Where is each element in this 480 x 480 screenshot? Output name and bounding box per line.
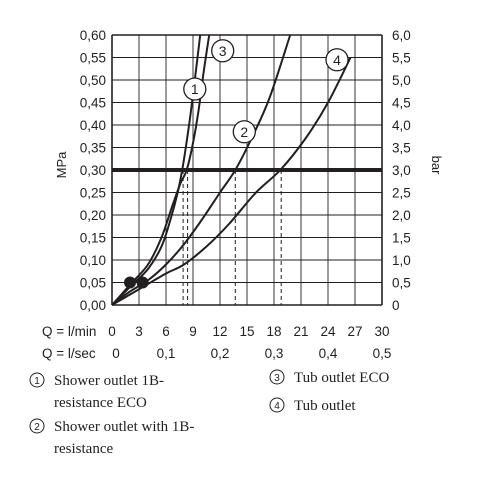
- series-label-circle-1: [183, 77, 207, 101]
- y-tick-label-right: 4,0: [392, 118, 411, 133]
- y-tick-label-right: 3,0: [392, 163, 411, 178]
- x-tick-label-l-per-min: 21: [293, 324, 308, 339]
- legend-circle-2: [29, 418, 45, 434]
- y-tick-label-left: 0,15: [80, 231, 106, 246]
- x-tick-label-l-per-min: 24: [320, 324, 336, 339]
- y-tick-label-left: 0,30: [80, 163, 106, 178]
- x-tick-label-l-per-min: 15: [239, 324, 254, 339]
- y-tick-label-right: 4,5: [392, 96, 411, 111]
- y-tick-label-right: 1,5: [392, 231, 411, 246]
- y-tick-label-left: 0,20: [80, 208, 106, 223]
- y-tick-label-right: 5,5: [392, 51, 411, 66]
- x-tick-label-l-per-sec: 0,3: [265, 346, 284, 361]
- x-tick-label-l-per-min: 12: [212, 324, 227, 339]
- legend: 1 Shower outlet 1B-resistance ECO 2 Shower …: [29, 369, 389, 457]
- x-axis-title-l-per-min: Q = l/min: [42, 324, 96, 339]
- y-tick-label-right: 1,0: [392, 253, 411, 268]
- y-tick-label-left: 0,60: [80, 28, 106, 43]
- legend-number-1: 1: [34, 376, 40, 387]
- legend-text-2: resistance: [54, 441, 113, 457]
- x-tick-label-l-per-sec: 0,1: [157, 346, 176, 361]
- y-tick-label-left: 0,35: [80, 141, 106, 156]
- x-tick-label-l-per-min: 30: [374, 324, 389, 339]
- y-tick-label-left: 0,25: [80, 186, 106, 201]
- x-tick-label-l-per-min: 6: [162, 324, 170, 339]
- y-tick-label-left: 0,05: [80, 276, 106, 291]
- series-label-number-2: 2: [240, 124, 248, 140]
- legend-circle-4: [269, 397, 285, 413]
- x-tick-label-l-per-min: 18: [266, 324, 281, 339]
- series-label-circle-4: [325, 48, 349, 72]
- y-tick-label-left: 0,40: [80, 118, 106, 133]
- series-label-number-1: 1: [191, 81, 199, 97]
- legend-text-3: Tub outlet ECO: [294, 370, 389, 386]
- legend-text-2: Shower outlet with 1B-: [54, 419, 194, 435]
- legend-circle-3: [269, 369, 285, 385]
- legend-number-4: 4: [274, 401, 280, 412]
- legend-number-2: 2: [34, 422, 40, 433]
- y-tick-label-right: 2,5: [392, 186, 411, 201]
- legend-number-3: 3: [274, 373, 280, 384]
- x-tick-label-l-per-sec: 0,5: [373, 346, 392, 361]
- series-label-circle-2: [232, 120, 256, 144]
- legend-circle-1: [29, 372, 45, 388]
- y-tick-label-left: 0,00: [80, 298, 106, 313]
- y-ticks-left: 0,00 0,05 0,10 0,15 0,20 0,25 0,30 0,35 0,40 0,45…: [80, 28, 106, 313]
- y-tick-label-left: 0,10: [80, 253, 106, 268]
- y-tick-label-right: 6,0: [392, 28, 411, 43]
- x-axis-title-l-per-sec: Q = l/sec: [42, 346, 96, 361]
- y-tick-label-right: 0,5: [392, 276, 411, 291]
- dashed-drop-lines: [182, 170, 282, 305]
- y-tick-label-right: 5,0: [392, 73, 411, 88]
- series-number-labels: 1 2 3 4: [183, 39, 349, 144]
- start-markers: [124, 276, 149, 289]
- y-tick-label-left: 0,55: [80, 51, 106, 66]
- y-tick-label-right: 2,0: [392, 208, 411, 223]
- x-ticks-l-per-min: 0 3 6 9 12 15 18 21 24 27 30: [108, 324, 389, 339]
- series-label-number-3: 3: [219, 43, 227, 59]
- x-tick-label-l-per-min: 3: [135, 324, 143, 339]
- series-curve-4: [111, 57, 352, 306]
- start-marker-1: [124, 276, 136, 289]
- y-tick-label-right: 0: [392, 298, 400, 313]
- y-ticks-right: 0 0,5 1,0 1,5 2,0 2,5 3,0 3,5 4,0 4,5 5,0 5,5 6,0: [392, 28, 411, 313]
- x-tick-label-l-per-sec: 0,4: [319, 346, 338, 361]
- series-label-number-4: 4: [333, 52, 341, 68]
- x-tick-label-l-per-min: 9: [189, 324, 197, 339]
- y-tick-label-left: 0,50: [80, 73, 106, 88]
- x-tick-label-l-per-sec: 0,2: [211, 346, 230, 361]
- y-axis-title-left: MPa: [54, 151, 69, 179]
- start-marker-2: [136, 276, 149, 289]
- x-tick-label-l-per-min: 27: [347, 324, 362, 339]
- x-tick-label-l-per-min: 0: [108, 324, 116, 339]
- x-ticks-l-per-sec: 0 0,1 0,2 0,3 0,4 0,5: [112, 346, 391, 361]
- y-tick-label-right: 3,5: [392, 141, 411, 156]
- y-tick-label-left: 0,45: [80, 96, 106, 111]
- x-tick-label-l-per-sec: 0: [112, 346, 120, 361]
- series-label-circle-3: [211, 39, 235, 63]
- legend-text-4: Tub outlet: [294, 398, 356, 414]
- legend-text-1: resistance ECO: [54, 395, 147, 411]
- y-axis-title-right: bar: [429, 156, 444, 175]
- legend-text-1: Shower outlet 1B-: [54, 373, 164, 389]
- series-curve-3: [111, 34, 211, 306]
